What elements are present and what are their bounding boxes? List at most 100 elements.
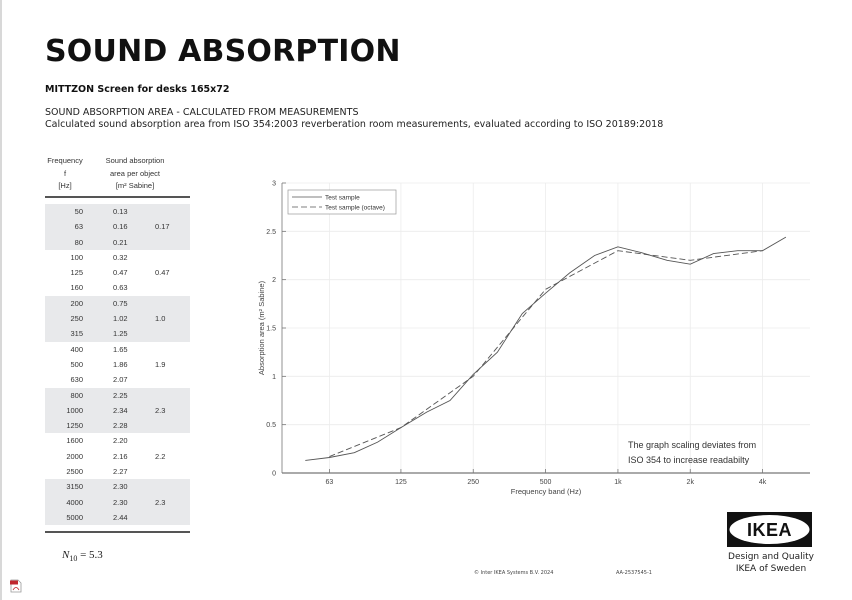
page-left-edge — [0, 0, 2, 600]
frequency-cell: 2500 — [66, 467, 83, 477]
frequency-header: Frequency f [Hz] — [47, 156, 83, 190]
octave-cell: 0.47 — [155, 268, 170, 278]
frequency-cell: 5000 — [66, 512, 83, 522]
table-row: 100 0.32 — [45, 250, 190, 265]
table-row: 5000 2.44 — [45, 509, 190, 526]
value-cell: 2.27 — [113, 467, 128, 477]
svg-text:Test sample: Test sample — [325, 194, 360, 201]
svg-text:2: 2 — [272, 277, 276, 284]
table-row: 1250 2.28 — [45, 418, 190, 434]
svg-text:4k: 4k — [759, 479, 767, 486]
table-row: 500 1.86 1.9 — [45, 357, 190, 372]
absorption-table: 50 0.13 63 0.16 0.17 80 0.21 100 0.32 125 0.47 0.47… — [45, 204, 190, 526]
svg-text:ISO 354 to increase readabilty: ISO 354 to increase readabilty — [628, 455, 750, 465]
value-cell: 0.13 — [113, 207, 128, 216]
pdf-file-icon[interactable] — [10, 579, 22, 593]
frequency-cell: 4000 — [66, 497, 83, 507]
table-row: 125 0.47 0.47 — [45, 265, 190, 280]
svg-text:1k: 1k — [614, 479, 622, 486]
table-row: 160 0.63 — [45, 280, 190, 295]
table-row: 630 2.07 — [45, 372, 190, 387]
svg-text:Frequency band (Hz): Frequency band (Hz) — [511, 487, 582, 496]
value-cell: 2.34 — [113, 405, 128, 415]
octave-cell: 2.2 — [155, 451, 166, 461]
value-cell: 2.20 — [113, 436, 128, 446]
value-cell: 0.63 — [113, 283, 128, 293]
ikea-logo: IKEA — [727, 512, 812, 547]
octave-cell: 2.3 — [155, 497, 166, 507]
frequency-cell: 400 — [70, 344, 83, 354]
frequency-cell: 250 — [70, 314, 83, 324]
svg-text:1: 1 — [272, 374, 276, 381]
octave-cell: 0.17 — [155, 222, 170, 232]
table-row: 800 2.25 — [45, 387, 190, 403]
value-cell: 2.16 — [113, 451, 128, 461]
table-row: 1600 2.20 — [45, 433, 190, 448]
frequency-cell: 315 — [70, 329, 83, 339]
description-heading: SOUND ABSORPTION AREA - CALCULATED FROM … — [45, 107, 359, 118]
value-cell: 2.44 — [113, 512, 128, 522]
svg-text:0: 0 — [272, 471, 276, 478]
svg-text:3: 3 — [272, 181, 276, 188]
table-header-rule — [45, 196, 190, 198]
copyright-text: © Inter IKEA Systems B.V. 2024 — [474, 570, 554, 576]
svg-text:250: 250 — [467, 479, 479, 486]
table-row: 50 0.13 — [45, 204, 190, 220]
svg-text:2k: 2k — [687, 479, 695, 486]
table-row: 200 0.75 — [45, 295, 190, 312]
frequency-cell: 1000 — [66, 405, 83, 415]
frequency-cell: 160 — [70, 283, 83, 293]
value-cell: 1.02 — [113, 314, 128, 324]
value-cell: 2.25 — [113, 390, 128, 400]
absorption-chart: 63 125 250 500 1k 2k 4k 0 0.5 1 1.5 2 2.5 3 Frequency … — [257, 181, 810, 496]
frequency-cell: 1600 — [66, 436, 83, 446]
frequency-cell: 630 — [70, 375, 83, 385]
frequency-cell: 50 — [74, 207, 83, 216]
table-row: 2500 2.27 — [45, 464, 190, 479]
table-row: 4000 2.30 2.3 — [45, 494, 190, 510]
svg-text:2.5: 2.5 — [266, 229, 276, 236]
value-cell: 0.47 — [113, 268, 128, 278]
value-cell: 2.30 — [113, 497, 128, 507]
value-cell: 0.32 — [113, 252, 128, 262]
svg-text:125: 125 — [395, 479, 407, 486]
table-row: 400 1.65 — [45, 342, 190, 357]
value-cell: 2.07 — [113, 375, 128, 385]
svg-text:0.5: 0.5 — [266, 422, 276, 429]
frequency-cell: 100 — [70, 252, 83, 262]
ikea-tagline-1: Design and Quality — [728, 552, 814, 562]
value-cell: 1.25 — [113, 329, 128, 339]
table-row: 3150 2.30 — [45, 479, 190, 495]
description-text: Calculated sound absorption area from IS… — [45, 119, 664, 130]
frequency-cell: 500 — [70, 359, 83, 369]
table-bottom-rule — [45, 531, 190, 533]
table-row: 250 1.02 1.0 — [45, 311, 190, 327]
svg-text:IKEA: IKEA — [747, 520, 792, 540]
absorption-header: Sound absorption area per object [m² Sab… — [105, 156, 165, 190]
frequency-cell: 2000 — [66, 451, 83, 461]
svg-text:Test sample (octave): Test sample (octave) — [325, 204, 385, 211]
svg-text:Absorption area (m² Sabine): Absorption area (m² Sabine) — [257, 280, 266, 375]
document-id: AA-2537545-1 — [616, 570, 652, 576]
frequency-cell: 125 — [70, 268, 83, 278]
octave-cell: 1.9 — [155, 359, 166, 369]
noise-reduction-n10: N10 = 5.3 — [62, 549, 103, 564]
value-cell: 0.21 — [113, 237, 128, 247]
table-row: 63 0.16 0.17 — [45, 219, 190, 235]
frequency-cell: 800 — [70, 390, 83, 400]
table-row: 2000 2.16 2.2 — [45, 449, 190, 464]
value-cell: 1.86 — [113, 359, 128, 369]
value-cell: 2.28 — [113, 421, 128, 431]
value-cell: 0.16 — [113, 222, 128, 232]
svg-text:63: 63 — [326, 479, 334, 486]
octave-cell: 1.0 — [155, 314, 166, 324]
table-row: 80 0.21 — [45, 234, 190, 250]
frequency-cell: 1250 — [66, 421, 83, 431]
svg-text:1.5: 1.5 — [266, 326, 276, 333]
frequency-cell: 63 — [74, 222, 83, 232]
frequency-cell: 3150 — [66, 482, 83, 492]
table-row: 315 1.25 — [45, 326, 190, 342]
page-title: SOUND ABSORPTION — [45, 34, 401, 69]
product-subtitle: MITTZON Screen for desks 165x72 — [45, 84, 230, 95]
value-cell: 2.30 — [113, 482, 128, 492]
